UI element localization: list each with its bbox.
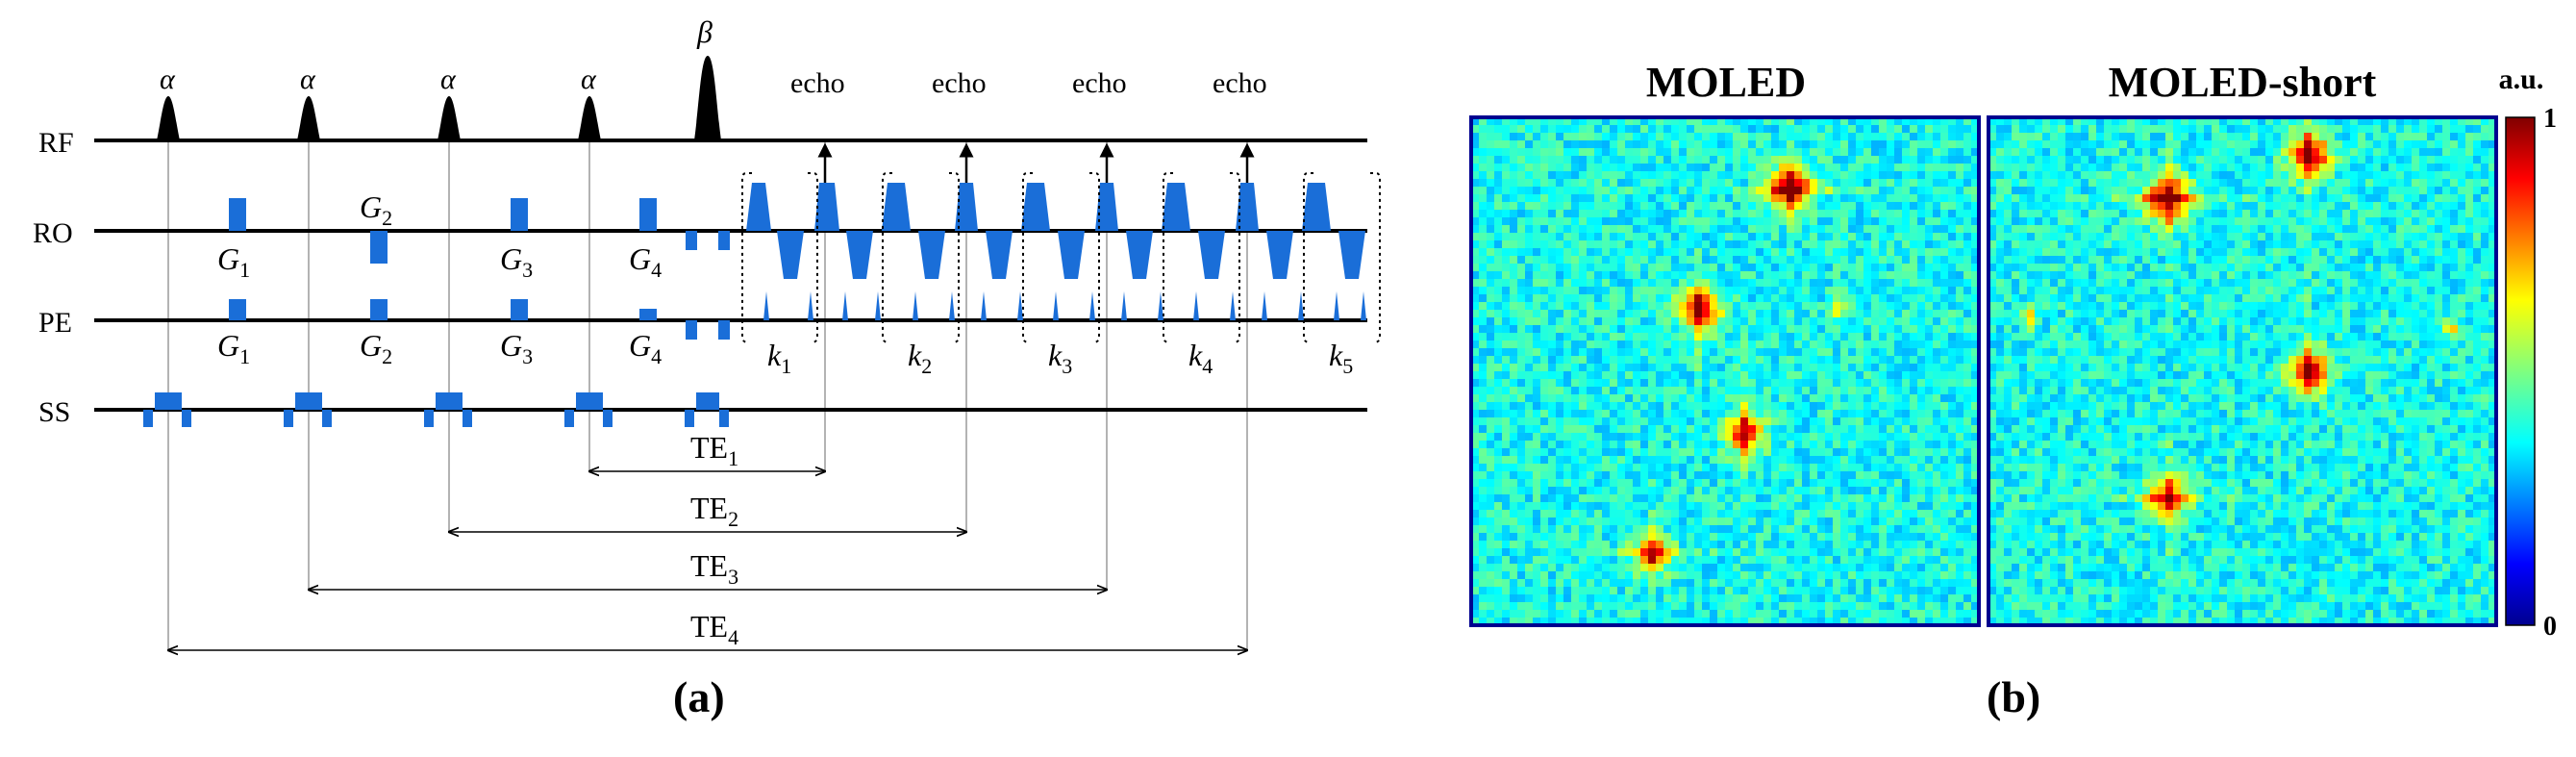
sequence-diagram: RF RO PE SS α α α α β ech	[33, 14, 1381, 721]
te-label-1: TE1	[690, 430, 738, 470]
pe-blips	[763, 291, 1366, 320]
ro-label-g1: G1	[217, 241, 250, 282]
colorbar-min: 0	[2543, 612, 2557, 642]
te-label-3: TE3	[690, 548, 738, 589]
k-label-5: k5	[1329, 338, 1353, 378]
te-labels: TE1 TE2 TE3 TE4	[690, 430, 738, 649]
k-labels: k1 k2 k3 k4 k5	[767, 338, 1353, 378]
pe-label-g4: G4	[629, 328, 662, 368]
ro-label-g2: G2	[360, 189, 392, 230]
ro-gradients	[229, 198, 730, 264]
ro-gradient-labels: G1 G2 G3 G4	[217, 189, 662, 282]
alpha-label-3: α	[440, 63, 457, 95]
ro-readout-train	[746, 183, 1365, 279]
colorbar-unit: a.u.	[2499, 63, 2544, 95]
pe-label-g3: G3	[500, 328, 533, 368]
ro-crusher-2	[718, 231, 730, 250]
echo-label-3: echo	[1072, 67, 1127, 99]
ro-g2-lobe	[370, 231, 388, 264]
map-title-moled-short: MOLED-short	[2109, 59, 2377, 106]
baselines	[94, 139, 1367, 412]
ro-crusher-1	[686, 231, 697, 250]
alpha-label-4: α	[581, 63, 597, 95]
pe-label-g2: G2	[360, 328, 392, 368]
pe-gradient-labels: G1 G2 G3 G4	[217, 328, 662, 368]
map-title-moled: MOLED	[1646, 59, 1806, 106]
rf-pulses	[157, 56, 721, 140]
colorbar-max: 1	[2543, 104, 2557, 134]
k-label-2: k2	[908, 338, 932, 378]
ro-label-g3: G3	[500, 241, 533, 282]
pe-crusher-2	[718, 320, 730, 340]
alpha-pulse-1	[157, 96, 180, 140]
row-label-pe: PE	[38, 307, 72, 339]
caption-b: (b)	[1987, 672, 2040, 721]
ro-g3-lobe	[511, 198, 528, 231]
row-label-ss: SS	[38, 396, 70, 428]
ro-label-g4: G4	[629, 241, 662, 282]
echo-label-4: echo	[1213, 67, 1267, 99]
pe-g2-lobe	[370, 299, 388, 320]
map-moled-short	[1987, 115, 2498, 627]
row-label-rf: RF	[38, 127, 74, 159]
pe-label-g1: G1	[217, 328, 250, 368]
k-segment-brackets	[741, 172, 1381, 343]
alpha-pulse-3	[438, 96, 461, 140]
pe-g3-lobe	[511, 299, 528, 320]
alpha-label-2: α	[300, 63, 316, 95]
pe-crusher-1	[686, 320, 697, 340]
k-label-1: k1	[767, 338, 791, 378]
row-label-ro: RO	[33, 217, 73, 249]
alpha-label-1: α	[160, 63, 176, 95]
beta-label: β	[696, 14, 713, 49]
pe-g1-lobe	[229, 299, 246, 320]
echo-label-1: echo	[790, 67, 845, 99]
map-moled	[1469, 115, 1981, 627]
colorbar	[2505, 116, 2536, 626]
ss-gradients	[143, 392, 729, 427]
alpha-pulse-2	[297, 96, 320, 140]
pe-g4-lobe	[639, 309, 657, 320]
te-arrows	[168, 471, 1247, 650]
te-label-2: TE2	[690, 491, 738, 531]
pe-gradients	[229, 299, 730, 340]
ro-g4-lobe	[639, 198, 657, 231]
alpha-pulse-4	[578, 96, 601, 140]
k-label-4: k4	[1188, 338, 1213, 378]
k-label-3: k3	[1048, 338, 1072, 378]
ro-g1-lobe	[229, 198, 246, 231]
beta-pulse	[694, 56, 721, 140]
te-label-4: TE4	[690, 609, 738, 649]
echo-label-2: echo	[932, 67, 987, 99]
map-panel: MOLED MOLED-short a.u. 1 0 (b)	[1469, 59, 2557, 721]
caption-a: (a)	[673, 672, 725, 721]
